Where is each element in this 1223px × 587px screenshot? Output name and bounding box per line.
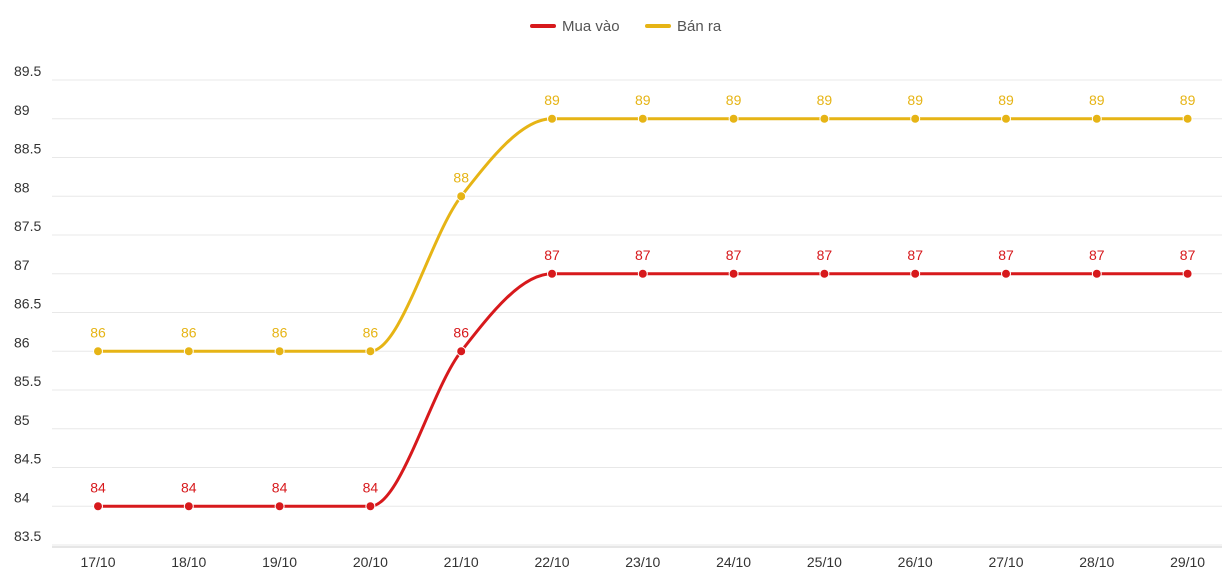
data-point[interactable] — [93, 501, 103, 512]
y-tick-label: 89 — [14, 102, 30, 118]
data-label: 84 — [181, 479, 197, 495]
data-label: 89 — [544, 92, 560, 108]
x-tick-label: 29/10 — [1170, 554, 1205, 570]
data-label: 87 — [635, 247, 651, 263]
y-tick-label: 83.5 — [14, 528, 41, 544]
data-point[interactable] — [1091, 113, 1102, 124]
data-point[interactable] — [547, 268, 557, 279]
y-tick-label: 84.5 — [14, 451, 41, 467]
data-point[interactable] — [365, 501, 376, 512]
data-point[interactable] — [1182, 268, 1193, 279]
series-0: 84 84 84 84 86 87 87 87 87 87 87 87 87 — [90, 247, 1196, 512]
data-point[interactable] — [547, 113, 557, 124]
data-point[interactable] — [93, 346, 103, 357]
legend-item-1[interactable]: Bán ra — [645, 18, 722, 35]
data-label: 86 — [272, 324, 288, 340]
x-axis: 17/10 18/10 19/10 20/10 21/10 22/10 23/10 24/10… — [52, 546, 1222, 570]
legend-item-0[interactable]: Mua vào — [530, 18, 620, 35]
data-point[interactable] — [728, 268, 739, 279]
y-tick-label: 84 — [14, 489, 30, 505]
data-point[interactable] — [1001, 113, 1011, 124]
x-tick-label: 17/10 — [80, 554, 115, 570]
legend: Mua vào Bán ra — [530, 18, 722, 35]
data-point[interactable] — [365, 346, 376, 357]
data-point[interactable] — [637, 268, 648, 279]
data-point[interactable] — [910, 268, 921, 279]
data-point[interactable] — [819, 268, 830, 279]
data-label: 87 — [817, 247, 833, 263]
data-label: 86 — [363, 324, 379, 340]
y-tick-label: 89.5 — [14, 63, 41, 79]
data-label: 89 — [635, 92, 651, 108]
y-tick-label: 88.5 — [14, 141, 41, 157]
data-point[interactable] — [456, 191, 467, 202]
x-tick-label: 22/10 — [534, 554, 569, 570]
data-label: 86 — [453, 324, 469, 340]
data-point[interactable] — [1001, 268, 1011, 279]
x-tick-label: 21/10 — [444, 554, 479, 570]
data-label: 89 — [998, 92, 1014, 108]
x-tick-label: 19/10 — [262, 554, 297, 570]
data-label: 89 — [907, 92, 923, 108]
data-point[interactable] — [456, 346, 467, 357]
x-tick-label: 23/10 — [625, 554, 660, 570]
data-label: 87 — [726, 247, 742, 263]
data-point[interactable] — [819, 113, 830, 124]
series-1: 86 86 86 86 88 89 89 89 89 89 89 89 89 — [90, 92, 1196, 357]
data-point[interactable] — [274, 346, 285, 357]
data-label: 89 — [817, 92, 833, 108]
data-point[interactable] — [274, 501, 285, 512]
data-point[interactable] — [1091, 268, 1102, 279]
y-tick-label: 86.5 — [14, 296, 41, 312]
x-tick-label: 27/10 — [988, 554, 1023, 570]
y-tick-label: 87.5 — [14, 218, 41, 234]
data-label: 89 — [1180, 92, 1196, 108]
series-layer: 84 84 84 84 86 87 87 87 87 87 87 87 87 86 86 86 86 88 89 89… — [90, 92, 1196, 512]
data-label: 87 — [1180, 247, 1196, 263]
data-label: 86 — [90, 324, 106, 340]
x-tick-label: 28/10 — [1079, 554, 1114, 570]
data-point[interactable] — [637, 113, 648, 124]
data-label: 88 — [453, 169, 469, 185]
data-label: 87 — [998, 247, 1014, 263]
y-tick-label: 87 — [14, 257, 30, 273]
x-tick-label: 26/10 — [898, 554, 933, 570]
data-point[interactable] — [183, 346, 194, 357]
data-label: 89 — [726, 92, 742, 108]
data-point[interactable] — [910, 113, 921, 124]
data-label: 89 — [1089, 92, 1105, 108]
x-tick-label: 25/10 — [807, 554, 842, 570]
y-tick-label: 85.5 — [14, 373, 41, 389]
grid-layer — [52, 79, 1222, 546]
legend-label: Mua vào — [562, 18, 620, 35]
y-axis: 83.5 84 84.5 85 85.5 86 86.5 87 87.5 88 88.5 89 89.5 — [14, 63, 41, 544]
data-point[interactable] — [728, 113, 739, 124]
y-tick-label: 85 — [14, 412, 30, 428]
data-label: 84 — [363, 479, 379, 495]
data-label: 87 — [1089, 247, 1105, 263]
data-label: 86 — [181, 324, 197, 340]
legend-label: Bán ra — [677, 18, 722, 35]
x-tick-label: 20/10 — [353, 554, 388, 570]
data-label: 87 — [907, 247, 923, 263]
x-tick-label: 18/10 — [171, 554, 206, 570]
data-label: 84 — [90, 479, 106, 495]
data-point[interactable] — [183, 501, 194, 512]
data-label: 87 — [544, 247, 560, 263]
data-point[interactable] — [1182, 113, 1193, 124]
x-tick-label: 24/10 — [716, 554, 751, 570]
y-tick-label: 86 — [14, 334, 30, 350]
data-label: 84 — [272, 479, 288, 495]
y-tick-label: 88 — [14, 179, 30, 195]
